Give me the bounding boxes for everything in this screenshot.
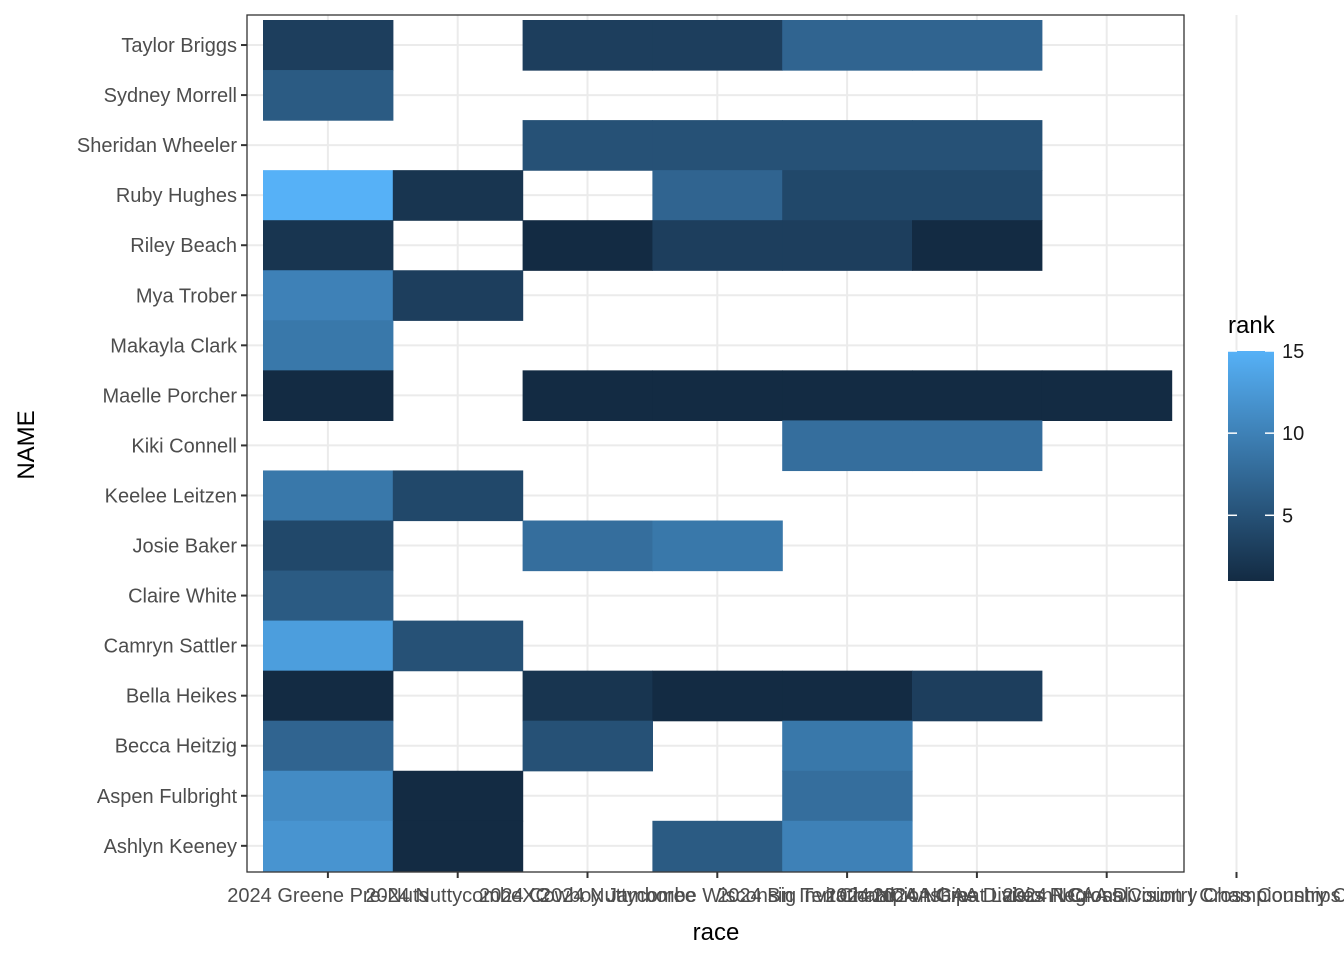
heatmap-cell: [522, 720, 653, 772]
heatmap-cell: [263, 220, 394, 271]
y-tick-label: Kiki Connell: [131, 435, 237, 457]
legend-label: 10: [1282, 423, 1304, 445]
y-tick-label: Aspen Fulbright: [97, 786, 238, 808]
heatmap-cell: [912, 120, 1043, 171]
heatmap-cell: [652, 20, 783, 71]
heatmap-cell: [392, 620, 524, 672]
heatmap-cell: [392, 270, 524, 321]
heatmap-cell: [782, 420, 913, 472]
heatmap-cells: [263, 20, 1173, 872]
heatmap-cell: [782, 220, 913, 271]
heatmap-cell: [522, 520, 653, 572]
y-tick-label: Ashlyn Keeney: [104, 836, 237, 858]
legend-label: 5: [1282, 505, 1293, 527]
heatmap-cell: [522, 220, 653, 271]
panel-border: [246, 14, 1185, 873]
heatmap-cell: [263, 70, 394, 121]
heatmap-cell: [263, 470, 394, 522]
y-tick-label: Sydney Morrell: [104, 85, 237, 107]
y-tick-label: Camryn Sattler: [104, 636, 238, 658]
heatmap-cell: [263, 620, 394, 672]
y-tick-label: Mya Trober: [136, 285, 237, 307]
heatmap-cell: [652, 220, 783, 271]
legend: rank 5 10 15: [1228, 312, 1304, 581]
x-tick-label: 2024 NuttycombeXC: [365, 885, 550, 907]
x-tick-label: 2024 NCAA Division I Cross Country Champ…: [873, 885, 1341, 907]
heatmap-cell: [263, 170, 394, 221]
heatmap-cell: [263, 820, 394, 872]
y-tick-label: Becca Heitzig: [115, 736, 237, 758]
heatmap-cell: [263, 670, 394, 722]
heatmap-cell: [782, 170, 913, 221]
heatmap-cell: [652, 370, 783, 421]
legend-label: 15: [1282, 341, 1304, 363]
heatmap-cell: [263, 370, 394, 421]
y-tick-label: Ruby Hughes: [116, 185, 237, 207]
heatmap-cell: [522, 670, 653, 722]
y-tick-label: Maelle Porcher: [102, 385, 237, 407]
x-axis-title: race: [693, 919, 740, 946]
heatmap-cell: [652, 520, 783, 572]
heatmap-cell: [392, 820, 524, 872]
legend-title: rank: [1228, 312, 1276, 339]
legend-colorbar: [1228, 351, 1274, 581]
y-tick-label: Josie Baker: [133, 536, 238, 558]
heatmap-cell: [263, 20, 394, 71]
y-tick-label: Taylor Briggs: [121, 35, 237, 57]
legend-ticks: 5 10 15: [1228, 341, 1304, 527]
heatmap-cell: [1041, 370, 1173, 421]
heatmap-cell: [522, 370, 653, 421]
heatmap-cell: [652, 820, 783, 872]
heatmap-cell: [912, 220, 1043, 271]
heatmap-cell: [782, 20, 913, 71]
y-axis-title: NAME: [13, 410, 40, 479]
heatmap-cell: [652, 670, 783, 722]
heatmap-cell: [782, 820, 913, 872]
heatmap-cell: [392, 770, 524, 822]
heatmap-cell: [782, 120, 913, 171]
y-tick-label: Riley Beach: [130, 235, 237, 257]
x-tick-label: 2024 Cowboy Jamboree: [479, 885, 696, 907]
heatmap-cell: [912, 370, 1043, 421]
heatmap-cell: [263, 270, 394, 321]
heatmap-cell: [263, 520, 394, 572]
x-tick-label: 2024 Greene Pre-Nuts: [227, 885, 428, 907]
heatmap-cell: [782, 720, 913, 772]
heatmap-cell: [912, 20, 1043, 71]
heatmap-cell: [263, 770, 394, 822]
x-tick-label: 2024 NCAA Division I Cross Country Champ…: [1003, 885, 1344, 907]
y-tick-label: Bella Heikes: [126, 686, 237, 708]
x-tick-label: 2024 Big Ten Championships: [717, 885, 977, 907]
heatmap-cell: [782, 670, 913, 722]
heatmap-cell: [652, 120, 783, 171]
y-tick-label: Sheridan Wheeler: [77, 135, 237, 157]
heatmap-cell: [392, 470, 524, 522]
y-axis: Taylor Briggs Sydney Morrell Sheridan Whee…: [77, 35, 247, 858]
heatmap-cell: [392, 170, 524, 221]
y-tick-label: Keelee Leitzen: [105, 485, 237, 507]
x-tick-label: 2024 Nuttycombe Wisconsin Invitational: [540, 885, 895, 907]
heatmap-cell: [912, 170, 1043, 221]
heatmap-cell: [263, 320, 394, 371]
heatmap-cell: [912, 670, 1043, 722]
heatmap-cell: [912, 420, 1043, 472]
heatmap-cell: [263, 570, 394, 622]
heatmap-cell: [522, 20, 653, 71]
y-tick-label: Claire White: [128, 586, 237, 608]
heatmap-cell: [782, 370, 913, 421]
heatmap-cell: [263, 720, 394, 772]
heatmap-cell: [782, 770, 913, 822]
heatmap-cell: [652, 170, 783, 221]
x-tick-label: 2024 NCAA Great Lakes Regional: [825, 885, 1129, 907]
heatmap-cell: [522, 120, 653, 171]
y-tick-label: Makayla Clark: [110, 335, 238, 357]
